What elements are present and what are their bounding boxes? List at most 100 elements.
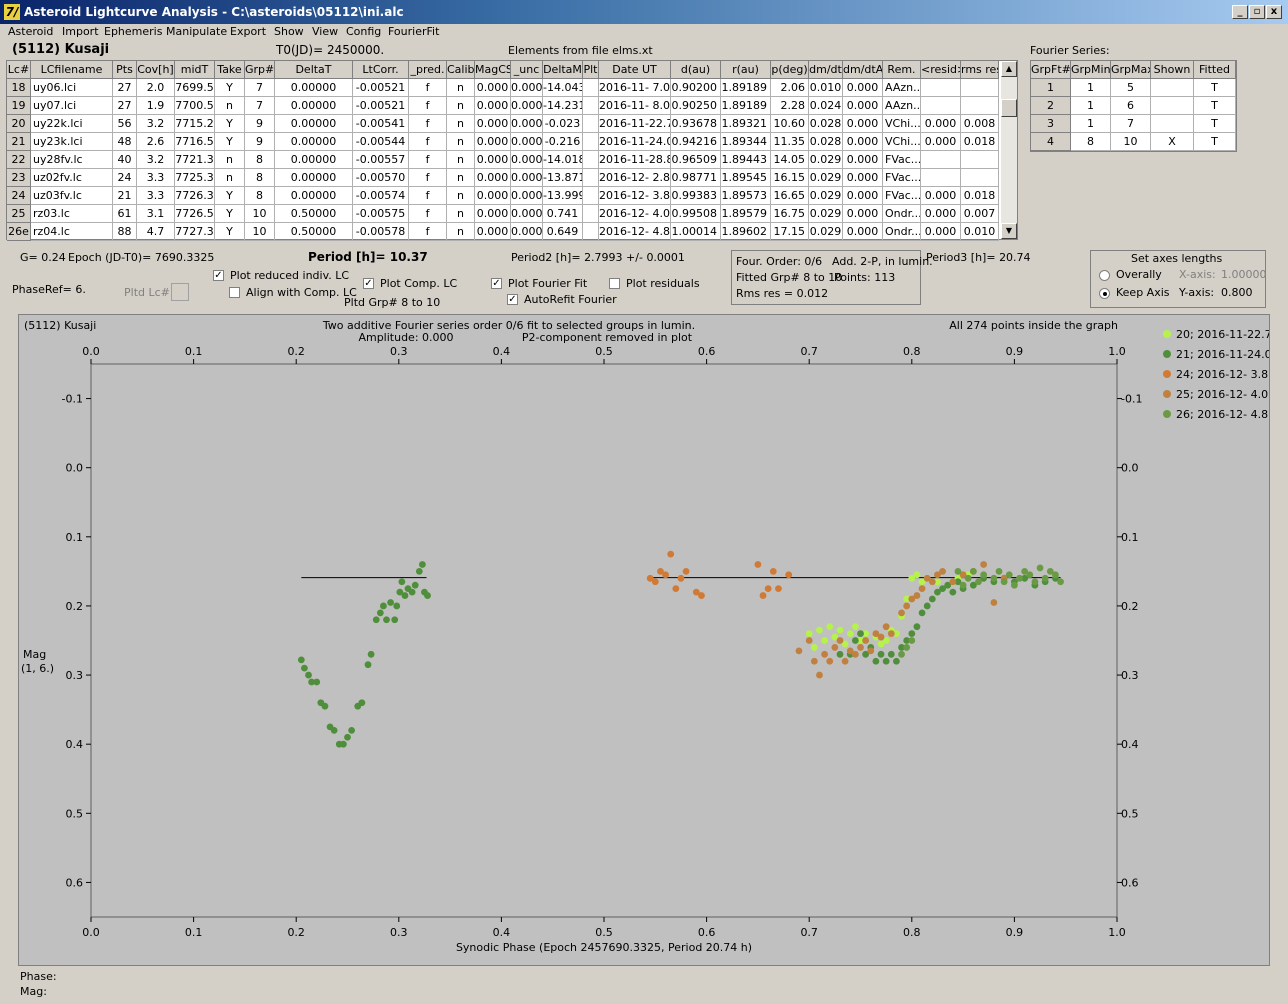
cell-deltat[interactable]: 0.00000 xyxy=(275,133,353,151)
fourier-cell-shown[interactable] xyxy=(1151,79,1194,97)
cell-ltcorr[interactable]: -0.00521 xyxy=(353,79,409,97)
cell-deltat[interactable]: 0.50000 xyxy=(275,223,353,241)
cell-resid[interactable]: 0.000 xyxy=(921,223,961,241)
cell-filename[interactable]: uy28fv.lc xyxy=(31,151,113,169)
cell-deltat[interactable]: 0.00000 xyxy=(275,187,353,205)
fourier-cell-grpmax[interactable]: 5 xyxy=(1111,79,1151,97)
cell-plt[interactable] xyxy=(583,205,599,223)
table-scrollbar[interactable]: ▲ ▼ xyxy=(1001,61,1017,239)
col-header-d-au[interactable]: d(au) xyxy=(671,61,721,79)
cell-unc[interactable]: 0.000 xyxy=(511,151,543,169)
cell-pts[interactable]: 21 xyxy=(113,187,137,205)
cell-p-deg[interactable]: 14.05 xyxy=(771,151,809,169)
cell-lc[interactable]: 18 xyxy=(7,79,31,97)
fourier-cell-fitted[interactable]: T xyxy=(1194,97,1236,115)
scroll-down-button[interactable]: ▼ xyxy=(1001,223,1017,239)
cell-rem[interactable]: FVac... xyxy=(883,169,921,187)
minimize-button[interactable]: _ xyxy=(1232,5,1248,19)
cell-calib[interactable]: n xyxy=(447,205,475,223)
restore-button[interactable]: ▫ xyxy=(1249,5,1265,19)
cell-resid[interactable]: 0.000 xyxy=(921,133,961,151)
cell-deltam[interactable]: -13.999 xyxy=(543,187,583,205)
col-header-grp[interactable]: Grp# xyxy=(245,61,275,79)
cell-grp[interactable]: 8 xyxy=(245,169,275,187)
fourier-series-table[interactable]: GrpFt# GrpMin GrpMax Shown Fitted 1 1 5 T 2 1 6 T 3 1 7… xyxy=(1030,60,1237,152)
col-header-magcs[interactable]: MagCS xyxy=(475,61,511,79)
cell-deltam[interactable]: 0.649 xyxy=(543,223,583,241)
fourier-col-shown[interactable]: Shown xyxy=(1151,61,1194,79)
cell-pred[interactable]: f xyxy=(409,187,447,205)
menu-view[interactable]: View xyxy=(312,25,339,38)
cell-rms-res[interactable]: 0.007 xyxy=(961,205,999,223)
align-checkbox[interactable] xyxy=(229,287,240,298)
cell-pred[interactable]: f xyxy=(409,115,447,133)
cell-p-deg[interactable]: 2.06 xyxy=(771,79,809,97)
cell-plt[interactable] xyxy=(583,79,599,97)
cell-filename[interactable]: uy22k.lci xyxy=(31,115,113,133)
cell-ltcorr[interactable]: -0.00578 xyxy=(353,223,409,241)
col-header-ltcorr[interactable]: LtCorr. xyxy=(353,61,409,79)
cell-cov[interactable]: 3.3 xyxy=(137,187,175,205)
cell-pts[interactable]: 40 xyxy=(113,151,137,169)
cell-dmdta[interactable]: 0.000 xyxy=(843,151,883,169)
cell-dmdt[interactable]: 0.028 xyxy=(809,133,843,151)
cell-d-au[interactable]: 1.00014 xyxy=(671,223,721,241)
col-header-lc[interactable]: Lc# xyxy=(7,61,31,79)
cell-p-deg[interactable]: 17.15 xyxy=(771,223,809,241)
menu-config[interactable]: Config xyxy=(346,25,382,38)
cell-plt[interactable] xyxy=(583,169,599,187)
cell-filename[interactable]: rz04.lc xyxy=(31,223,113,241)
cell-magcs[interactable]: 0.000 xyxy=(475,187,511,205)
cell-midt[interactable]: 7721.3 xyxy=(175,151,215,169)
fourier-cell-fitted[interactable]: T xyxy=(1194,79,1236,97)
cell-r-au[interactable]: 1.89443 xyxy=(721,151,771,169)
cell-take[interactable]: Y xyxy=(215,133,245,151)
cell-pred[interactable]: f xyxy=(409,133,447,151)
cell-unc[interactable]: 0.000 xyxy=(511,133,543,151)
cell-dmdta[interactable]: 0.000 xyxy=(843,205,883,223)
cell-cov[interactable]: 3.1 xyxy=(137,205,175,223)
cell-resid[interactable] xyxy=(921,97,961,115)
cell-deltam[interactable]: -14.231 xyxy=(543,97,583,115)
col-header-unc[interactable]: _unc xyxy=(511,61,543,79)
cell-grp[interactable]: 7 xyxy=(245,97,275,115)
cell-d-au[interactable]: 0.93678 xyxy=(671,115,721,133)
cell-filename[interactable]: uy06.lci xyxy=(31,79,113,97)
autorefit-checkbox[interactable]: ✓ xyxy=(507,294,518,305)
cell-date-ut[interactable]: 2016-11-28.8 xyxy=(599,151,671,169)
cell-date-ut[interactable]: 2016-11- 8.0 xyxy=(599,97,671,115)
menu-asteroid[interactable]: Asteroid xyxy=(8,25,54,38)
fourier-cell-grpft[interactable]: 2 xyxy=(1031,97,1071,115)
cell-date-ut[interactable]: 2016-12- 2.8 xyxy=(599,169,671,187)
cell-p-deg[interactable]: 16.75 xyxy=(771,205,809,223)
cell-grp[interactable]: 9 xyxy=(245,115,275,133)
cell-r-au[interactable]: 1.89321 xyxy=(721,115,771,133)
cell-pts[interactable]: 56 xyxy=(113,115,137,133)
cell-dmdt[interactable]: 0.028 xyxy=(809,115,843,133)
cell-p-deg[interactable]: 10.60 xyxy=(771,115,809,133)
fourier-col-grpft[interactable]: GrpFt# xyxy=(1031,61,1071,79)
cell-dmdt[interactable]: 0.029 xyxy=(809,187,843,205)
cell-lc[interactable]: 25 xyxy=(7,205,31,223)
cell-plt[interactable] xyxy=(583,133,599,151)
lightcurve-plot-panel[interactable]: 0.0 0.0 0.1 0.1 0.2 0.2 0.3 0.3 0.4 0.4 0.5 0.5 0.6 0… xyxy=(18,314,1272,966)
cell-resid[interactable] xyxy=(921,79,961,97)
cell-date-ut[interactable]: 2016-12- 4.0 xyxy=(599,205,671,223)
cell-d-au[interactable]: 0.96509 xyxy=(671,151,721,169)
cell-d-au[interactable]: 0.94216 xyxy=(671,133,721,151)
cell-grp[interactable]: 8 xyxy=(245,151,275,169)
fourier-cell-fitted[interactable]: T xyxy=(1194,115,1236,133)
cell-r-au[interactable]: 1.89189 xyxy=(721,97,771,115)
cell-pred[interactable]: f xyxy=(409,169,447,187)
col-header-rms-res[interactable]: rms res xyxy=(961,61,999,79)
cell-dmdta[interactable]: 0.000 xyxy=(843,79,883,97)
cell-grp[interactable]: 10 xyxy=(245,205,275,223)
cell-lc[interactable]: 21 xyxy=(7,133,31,151)
cell-date-ut[interactable]: 2016-11- 7.0 xyxy=(599,79,671,97)
col-header-r-au[interactable]: r(au) xyxy=(721,61,771,79)
cell-dmdta[interactable]: 0.000 xyxy=(843,223,883,241)
cell-midt[interactable]: 7725.3 xyxy=(175,169,215,187)
fourier-cell-grpmin[interactable]: 1 xyxy=(1071,115,1111,133)
lightcurve-chart[interactable]: 0.0 0.0 0.1 0.1 0.2 0.2 0.3 0.3 0.4 0.4 0.5 0.5 0.6 0… xyxy=(19,315,1272,965)
plot-reduced-checkbox[interactable]: ✓ xyxy=(213,270,224,281)
